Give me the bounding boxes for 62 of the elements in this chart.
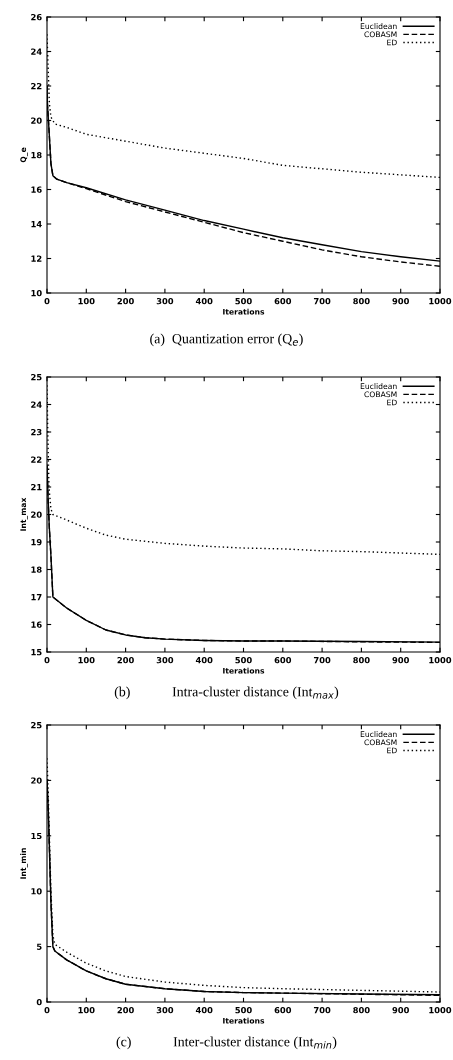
- text: (a) Quantization error (Q$_{e}$): [150, 333, 303, 347]
- x-tick-label: 900: [392, 298, 409, 305]
- y-tick-label: 22: [31, 456, 42, 463]
- x-tick-label: 600: [274, 1007, 292, 1014]
- y-tick-label: 20: [31, 511, 42, 518]
- x-tick-label: 100: [78, 657, 95, 664]
- y-tick-label: 10: [31, 289, 42, 297]
- x-tick-label: 700: [313, 657, 331, 664]
- y-tick-label: 12: [31, 255, 42, 262]
- x-tick-label: 300: [156, 298, 174, 305]
- x-tick-label: 0: [44, 657, 50, 664]
- x-tick-label: 300: [156, 657, 174, 664]
- y-tick-label: 22: [31, 82, 42, 90]
- x-tick-label: 0: [44, 1007, 50, 1014]
- x-tick-label: 1000: [429, 298, 452, 305]
- y-tick-label: 16: [31, 621, 42, 628]
- x-tick-label: 700: [313, 1007, 331, 1014]
- x-tick-label: 500: [235, 298, 252, 305]
- x-tick-label: 1000: [429, 657, 452, 664]
- y-tick-label: 5: [36, 943, 42, 950]
- x-tick-label: 200: [117, 298, 134, 305]
- x-tick-label: 900: [392, 657, 409, 664]
- y-tick-label: 19: [31, 538, 42, 546]
- y-tick-label: 21: [31, 483, 42, 491]
- text: (c) Inter-cluster distance (Int$_{min}$): [116, 1036, 337, 1050]
- x-tick-label: 200: [117, 1007, 134, 1014]
- y-tick-label: 15: [31, 649, 42, 656]
- y-tick-label: 24: [31, 401, 42, 408]
- y-tick-label: 14: [31, 221, 42, 228]
- x-tick-label: 600: [274, 657, 292, 664]
- y-tick-label: 24: [31, 48, 42, 55]
- y-tick-label: 18: [31, 151, 42, 159]
- y-tick-label: 16: [31, 186, 42, 193]
- x-tick-label: 100: [78, 298, 95, 305]
- text: (b) Intra-cluster distance (Int$_{max}$): [114, 686, 339, 700]
- x-tick-label: 100: [78, 1007, 95, 1014]
- x-tick-label: 400: [195, 1007, 213, 1014]
- x-tick-label: 200: [117, 657, 134, 664]
- x-tick-label: 0: [44, 298, 50, 305]
- x-tick-label: 800: [353, 298, 370, 305]
- y-tick-label: 15: [31, 832, 42, 840]
- x-tick-label: 500: [235, 657, 252, 664]
- y-tick-label: 25: [31, 721, 42, 729]
- y-tick-label: 17: [31, 594, 42, 601]
- y-tick-label: 18: [31, 566, 42, 573]
- y-tick-label: 26: [31, 13, 42, 21]
- x-tick-label: 700: [313, 298, 331, 305]
- x-tick-label: 600: [274, 298, 292, 305]
- x-tick-label: 900: [392, 1007, 409, 1014]
- x-tick-label: 1000: [429, 1007, 452, 1014]
- x-tick-label: 400: [195, 298, 213, 305]
- x-tick-label: 400: [195, 657, 213, 664]
- x-tick-label: 800: [353, 657, 370, 664]
- x-tick-label: 800: [353, 1007, 370, 1014]
- x-tick-label: 500: [235, 1007, 252, 1014]
- y-tick-label: 20: [31, 777, 42, 784]
- y-tick-label: 10: [31, 888, 42, 895]
- y-tick-label: 0: [36, 998, 42, 1006]
- y-tick-label: 23: [31, 428, 42, 436]
- x-tick-label: 300: [156, 1007, 174, 1014]
- y-tick-label: 25: [31, 373, 42, 381]
- y-tick-label: 20: [31, 117, 42, 124]
